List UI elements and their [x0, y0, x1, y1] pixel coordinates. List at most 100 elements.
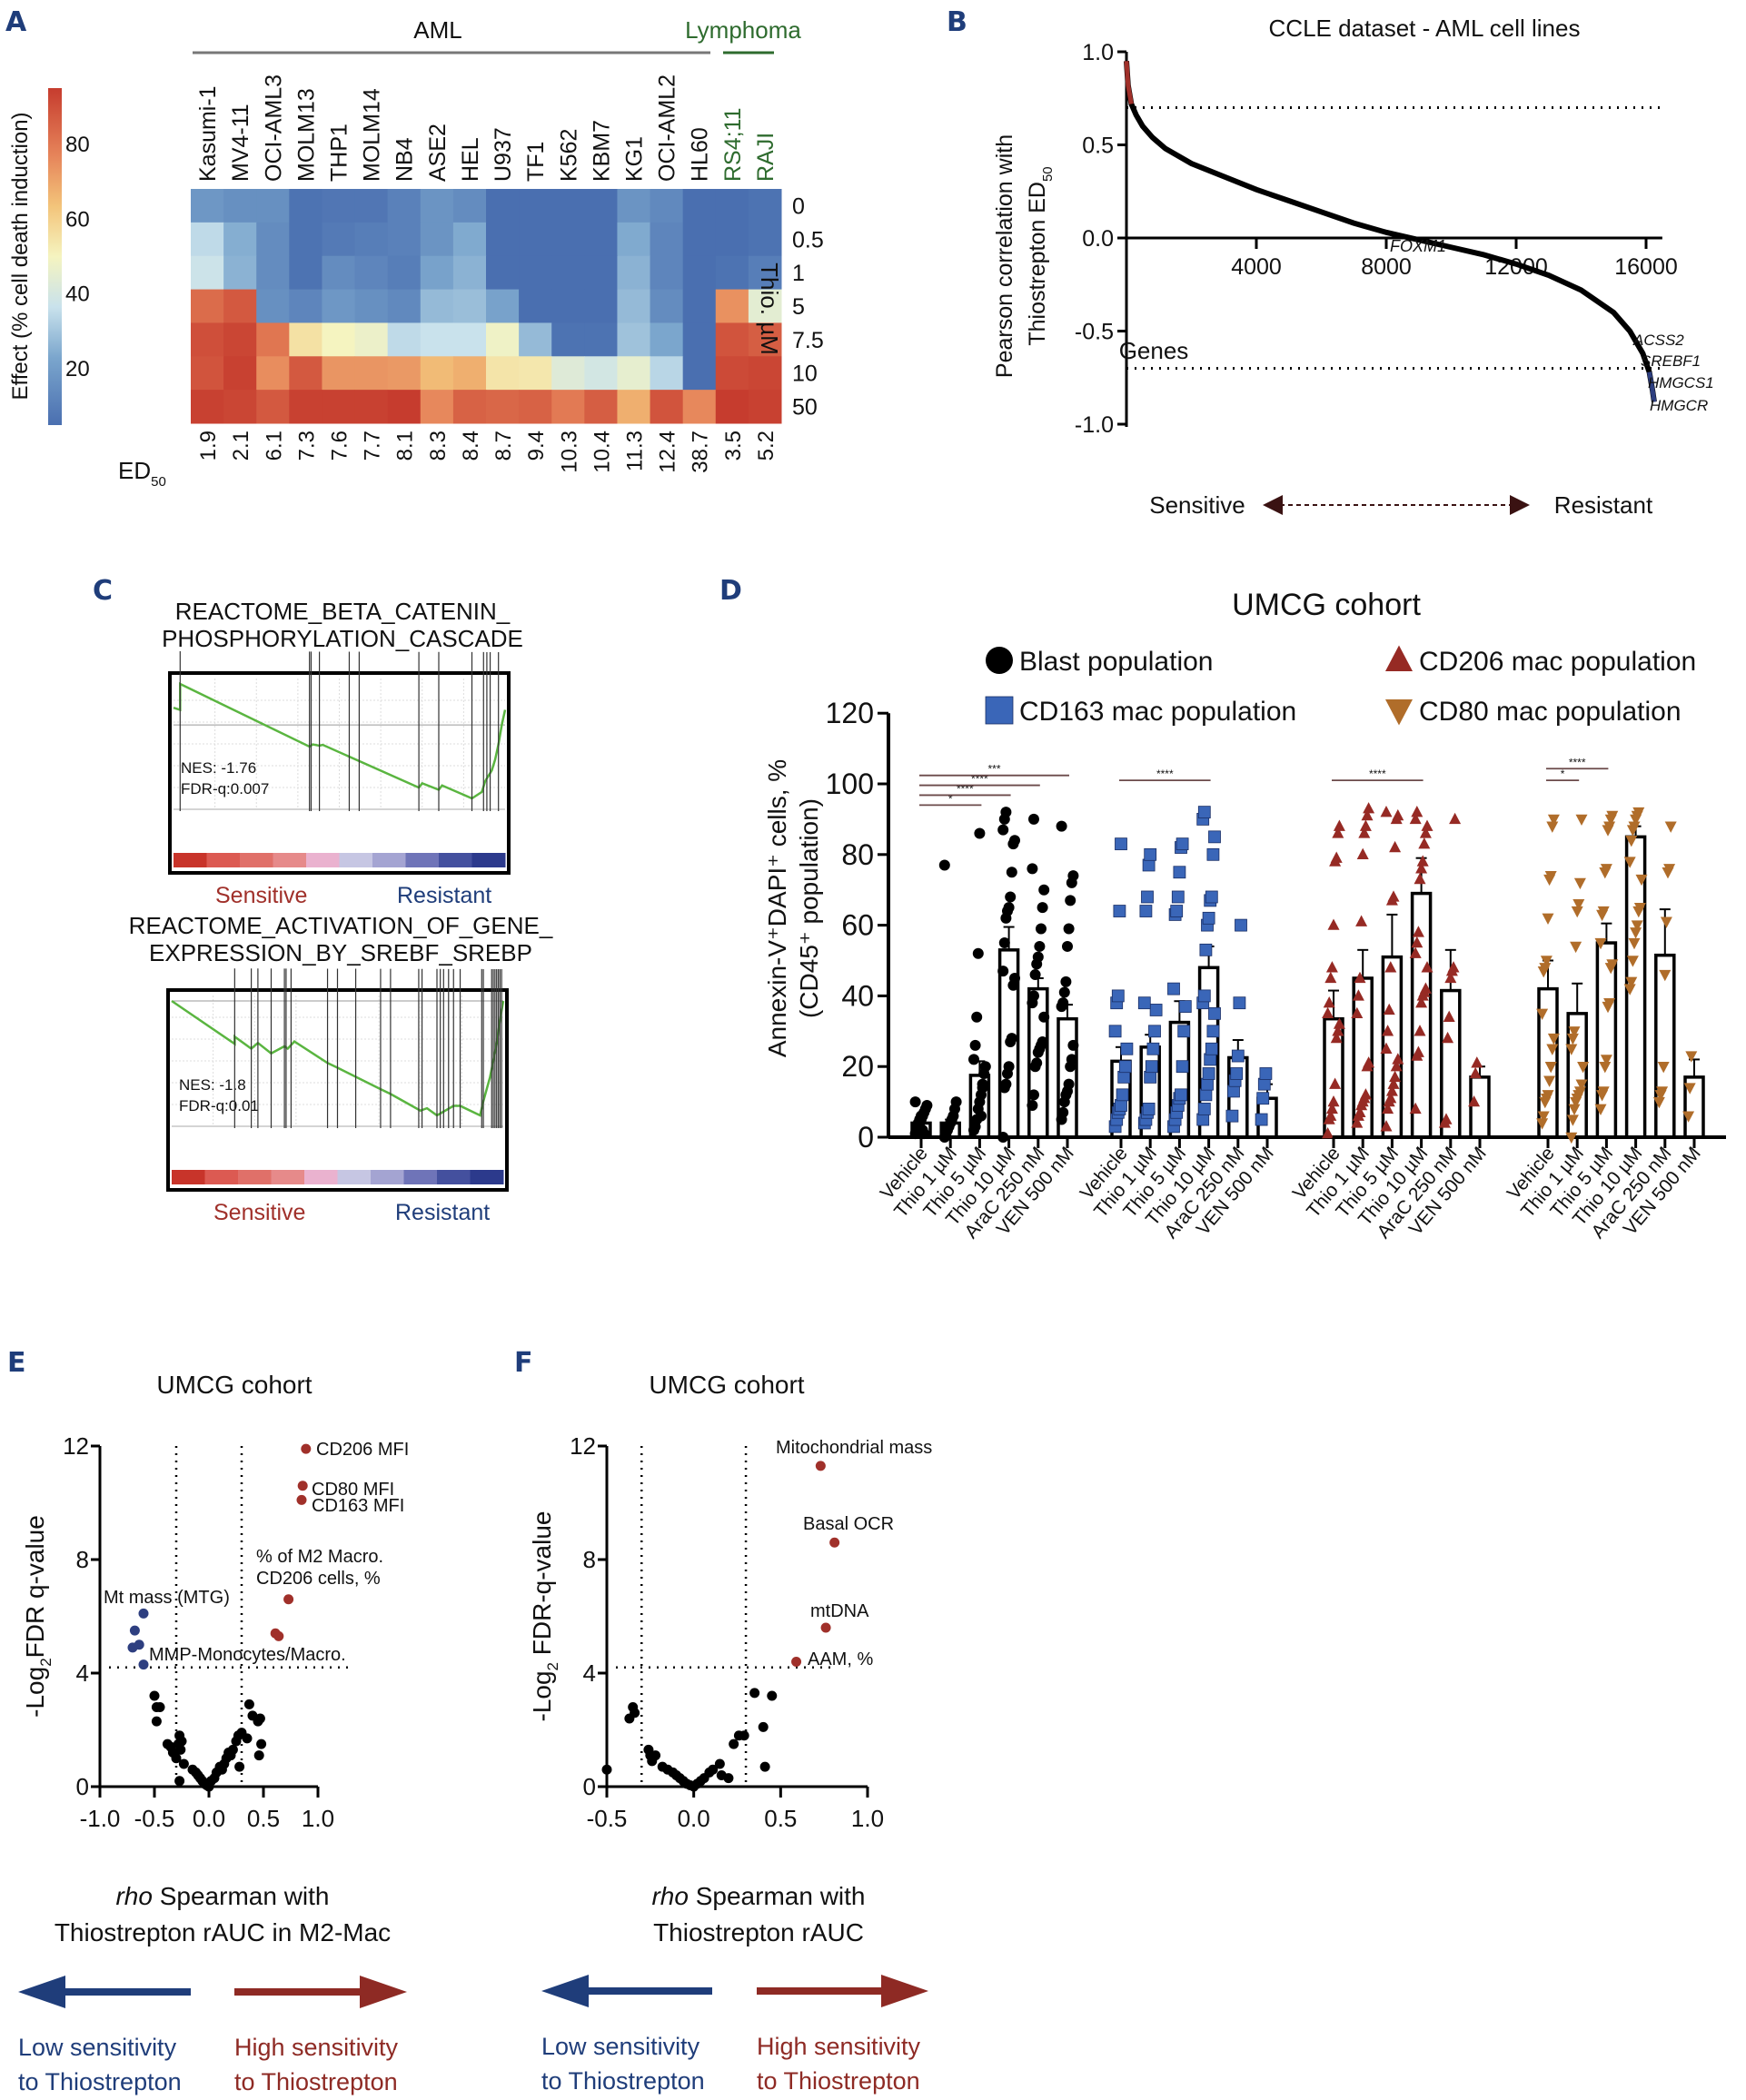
data-point — [1333, 1017, 1345, 1029]
data-point — [1322, 1006, 1334, 1019]
data-point — [1173, 866, 1186, 879]
heatmap-cell — [420, 289, 454, 323]
x-axis-label-line2: Thiostrepton rAUC — [653, 1918, 864, 1946]
data-point — [1005, 891, 1017, 903]
data-point — [1137, 996, 1151, 1010]
data-point — [1421, 819, 1434, 831]
ed50-value: 11.3 — [623, 431, 648, 471]
nes-value: NES: -1.8 — [179, 1076, 246, 1094]
gsea-title-line2: PHOSPHORYLATION_CASCADE — [162, 625, 523, 652]
colorbar-label: Effect (% cell death induction) — [8, 112, 33, 400]
panel-letter-e: E — [7, 1347, 26, 1379]
data-point — [1330, 851, 1343, 863]
heatmap-cell — [551, 289, 585, 323]
data-point — [227, 1744, 238, 1755]
data-point — [1028, 1089, 1039, 1101]
heatmap-cell — [191, 189, 224, 223]
data-point — [1009, 835, 1020, 847]
heatmap-cell — [617, 189, 651, 223]
heatmap-cell — [715, 222, 749, 257]
correlation-curve-negative-tail — [1647, 371, 1657, 402]
label-resistant-c: Resistant — [395, 1200, 490, 1225]
y-tick-label: 0 — [76, 1773, 89, 1800]
data-point — [1142, 858, 1156, 872]
data-point — [1149, 1004, 1163, 1016]
data-point — [1356, 847, 1369, 859]
data-point — [1469, 1066, 1482, 1079]
heatmap-cell — [748, 356, 782, 391]
heatmap-cell — [584, 189, 618, 223]
data-point — [1542, 1090, 1554, 1102]
data-point — [1199, 943, 1213, 956]
ed50-value: 3.5 — [721, 431, 746, 461]
data-point — [976, 1110, 987, 1122]
heatmap-cell — [715, 356, 749, 391]
column-label: K562 — [556, 129, 581, 182]
column-label: MV4-11 — [228, 104, 253, 182]
heatmap-cell — [354, 189, 389, 223]
highlighted-point — [129, 1625, 140, 1636]
annotation-srebf1: SREBF1 — [1641, 352, 1701, 370]
bar — [1654, 953, 1676, 1139]
ed50-value: 12.4 — [656, 431, 680, 473]
y-tick-label-d: 0 — [858, 1121, 874, 1154]
data-point — [969, 1039, 981, 1051]
x-axis-label: rho Spearman with — [651, 1882, 865, 1910]
annotation-hmgcs1: HMGCS1 — [1648, 374, 1714, 391]
gsea-title-line1: REACTOME_BETA_CATENIN_ — [175, 598, 511, 625]
panel-d-bar: UMCG cohort Blast population CD163 mac po… — [763, 588, 1726, 1243]
data-point — [1363, 1056, 1375, 1068]
data-point — [1139, 905, 1153, 917]
colorbar-tick: 80 — [65, 133, 90, 157]
data-point — [1065, 895, 1076, 906]
y-tick-label-d: 80 — [841, 838, 874, 871]
highlighted-point — [815, 1461, 826, 1471]
row-label: 0.5 — [792, 227, 824, 253]
heatmap-cell — [617, 289, 651, 323]
y-tick-label-b: -0.5 — [1075, 320, 1114, 345]
data-point — [1230, 1067, 1244, 1080]
ed50-value: 38.7 — [689, 431, 713, 473]
column-label: HEL — [458, 137, 483, 182]
data-point — [1657, 1062, 1670, 1074]
x-tick-label: 1.0 — [302, 1805, 334, 1832]
data-point — [1570, 941, 1582, 954]
row-label: 50 — [792, 395, 818, 421]
data-point — [1631, 920, 1643, 932]
arrow-left-icon — [541, 1975, 589, 2007]
rank-bar-segment — [372, 853, 406, 867]
heatmap-cell — [191, 356, 224, 391]
heatmap-cell — [387, 222, 422, 257]
ed50-value: 7.7 — [361, 431, 385, 461]
data-point — [1111, 989, 1125, 1003]
point-label: CD80 MFI — [312, 1480, 394, 1500]
data-point — [1409, 946, 1422, 958]
y-axis-label: -Log2FDR q-value — [21, 1515, 55, 1718]
panel-letter-a: A — [5, 6, 27, 38]
high-sensitivity-label-line2: to Thiostrepton — [234, 2068, 398, 2095]
data-point — [1409, 1102, 1422, 1114]
heatmap-cell — [519, 189, 552, 223]
column-label: MOLM14 — [360, 88, 385, 182]
significance-stars: **** — [1156, 768, 1174, 780]
data-point — [767, 1690, 778, 1701]
heatmap-cell — [223, 390, 257, 424]
heatmap-cell — [289, 289, 322, 323]
data-point — [1056, 820, 1067, 832]
x-tick-label: 1.0 — [851, 1805, 884, 1832]
nes-value: NES: -1.76 — [181, 759, 256, 777]
data-point — [1659, 969, 1672, 982]
data-point — [759, 1761, 770, 1772]
heatmap-cell — [650, 356, 684, 391]
data-point — [1536, 1118, 1549, 1130]
data-point — [1537, 1111, 1550, 1123]
data-point — [1146, 1042, 1160, 1055]
heatmap-cell — [191, 255, 224, 291]
heatmap-cell — [486, 255, 520, 291]
x-tick-label-b: 16000 — [1614, 254, 1678, 280]
point-label: mtDNA — [810, 1601, 869, 1621]
heatmap-cell — [682, 356, 717, 391]
data-point — [1575, 1079, 1588, 1091]
data-point — [1442, 1031, 1454, 1044]
